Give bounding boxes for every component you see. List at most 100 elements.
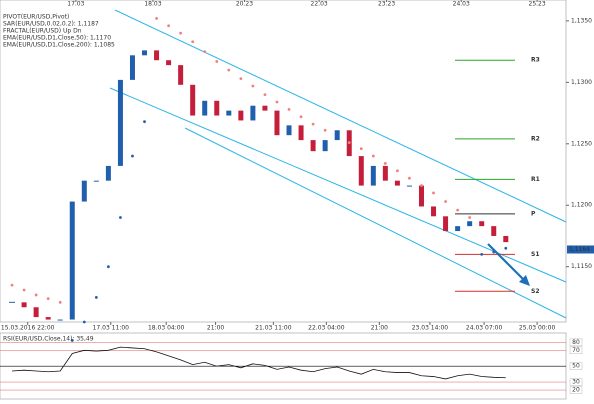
sar-dot bbox=[167, 24, 170, 28]
sar-dot bbox=[371, 154, 375, 158]
channel-line bbox=[184, 127, 567, 319]
y-tick-label: 1,1300 bbox=[571, 79, 592, 86]
candle bbox=[250, 105, 256, 121]
sar-dot bbox=[227, 68, 231, 72]
candle bbox=[33, 307, 39, 318]
pivot-label: R3 bbox=[531, 57, 540, 64]
pivot-label: P bbox=[531, 210, 536, 217]
sar-dot bbox=[480, 253, 484, 256]
legend-entry: FRACTAL(EUR/USD) Up Dn bbox=[3, 28, 82, 35]
rsi-tick-box bbox=[569, 346, 583, 355]
candle bbox=[322, 140, 328, 152]
candle bbox=[21, 302, 27, 308]
sar-dot bbox=[456, 208, 460, 212]
x-tick-label: 22.03 bbox=[311, 1, 328, 8]
legend-entry: EMA(EUR/USD,D1,Close,50): 1,1170 bbox=[3, 35, 111, 42]
rsi-tick-label: 50 bbox=[572, 363, 580, 370]
candle bbox=[443, 216, 449, 232]
rsi-tick-box bbox=[569, 386, 583, 394]
sar-dot bbox=[408, 176, 411, 180]
sar-dot bbox=[347, 141, 351, 144]
x-tick-label: 21:00 bbox=[371, 325, 388, 332]
sar-dot bbox=[359, 147, 363, 151]
candle bbox=[69, 201, 75, 320]
candle bbox=[93, 180, 99, 182]
sar-dot bbox=[396, 169, 399, 173]
pivot-label: R1 bbox=[531, 176, 540, 183]
x-tick-label: 18.03 04:00 bbox=[148, 325, 185, 332]
sar-dot bbox=[468, 216, 472, 219]
candle bbox=[57, 319, 63, 321]
sar-dot bbox=[299, 115, 303, 119]
candle bbox=[166, 60, 172, 66]
x-tick-label: 24.03 bbox=[453, 1, 470, 8]
candle bbox=[467, 221, 473, 227]
candle bbox=[45, 317, 51, 320]
sar-dot bbox=[143, 120, 146, 124]
sar-dot bbox=[420, 184, 423, 187]
rsi-tick-box bbox=[569, 338, 583, 347]
candle bbox=[262, 105, 268, 111]
x-tick-label: 25.03 00:00 bbox=[519, 325, 556, 332]
candle bbox=[298, 125, 304, 141]
legend-entry: SAR(EUR/USD,0.02,0.2): 1,1187 bbox=[3, 21, 99, 28]
pivot-label: S1 bbox=[531, 251, 540, 258]
sar-dot bbox=[311, 122, 315, 126]
sar-dot bbox=[323, 128, 327, 132]
sar-dot bbox=[22, 288, 26, 292]
x-tick-label: 23.23 bbox=[378, 1, 395, 8]
sar-dot bbox=[215, 60, 219, 63]
candle bbox=[238, 110, 244, 121]
x-tick-label: 15.03.2016 22:00 bbox=[1, 325, 55, 332]
sar-dot bbox=[82, 320, 86, 324]
rsi-tick-label: 30 bbox=[572, 379, 580, 386]
x-tick-label: 20.23 bbox=[236, 1, 253, 8]
price-marker-label: 1,1164 bbox=[569, 246, 590, 253]
candle bbox=[274, 110, 280, 136]
arrow-head bbox=[519, 275, 530, 286]
candle bbox=[202, 100, 208, 116]
candle bbox=[154, 50, 160, 61]
candle bbox=[491, 226, 497, 236]
legend-entry: EMA(EUR/USD,D1,Close,200): 1,1085 bbox=[3, 42, 115, 49]
y-tick-label: 1,1350 bbox=[571, 17, 592, 24]
sar-dot bbox=[504, 246, 508, 250]
rsi-tick-label: 80 bbox=[572, 339, 580, 346]
rsi-title: RSI(EUR/USD,Close,14): 35,49 bbox=[3, 336, 94, 343]
legend-entry: PIVOT(EUR/USD,Pivot) bbox=[3, 14, 69, 21]
candle bbox=[190, 84, 196, 116]
x-tick-label: 17.03 bbox=[67, 1, 84, 8]
x-tick-label: 23.03 14:00 bbox=[412, 325, 449, 332]
sar-dot bbox=[106, 265, 110, 269]
x-tick-label: 25.23 bbox=[529, 1, 546, 8]
sar-dot bbox=[70, 339, 74, 342]
candle bbox=[382, 165, 388, 181]
candle bbox=[142, 50, 148, 56]
x-tick-label: 21:00 bbox=[207, 325, 224, 332]
candle bbox=[117, 79, 123, 166]
sar-dot bbox=[251, 84, 255, 88]
rsi-tick-box bbox=[569, 362, 583, 370]
sar-dot bbox=[191, 40, 195, 44]
rsi-tick-label: 70 bbox=[572, 347, 580, 354]
candle bbox=[479, 221, 485, 227]
candle bbox=[358, 156, 364, 186]
candle bbox=[503, 235, 509, 243]
pivot-label: S2 bbox=[531, 288, 540, 295]
x-tick-label: 17.03 11:00 bbox=[93, 325, 130, 332]
y-tick-label: 1,1150 bbox=[571, 263, 592, 270]
x-tick-label: 24.03 07:00 bbox=[466, 325, 503, 332]
candle bbox=[81, 180, 87, 202]
candle bbox=[286, 125, 292, 136]
y-tick-label: 1,1200 bbox=[571, 202, 592, 209]
sar-dot bbox=[34, 293, 38, 297]
candle bbox=[226, 110, 232, 116]
sar-dot bbox=[432, 191, 435, 195]
candle bbox=[418, 185, 424, 207]
pivot-label: R2 bbox=[531, 135, 540, 142]
y-tick-label: 1,1250 bbox=[571, 140, 592, 147]
rsi-tick-label: 20 bbox=[572, 387, 580, 394]
candle bbox=[455, 226, 461, 232]
sar-dot bbox=[46, 297, 50, 301]
